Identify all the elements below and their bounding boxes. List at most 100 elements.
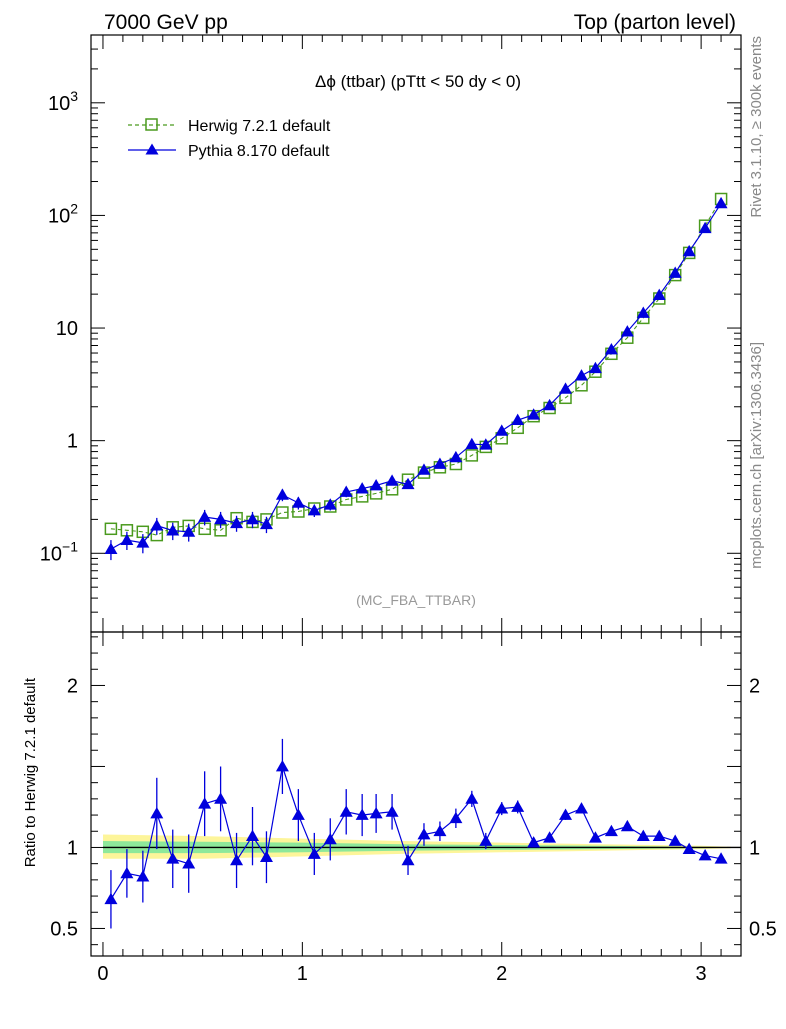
header-right: Top (parton level): [574, 11, 736, 34]
ratio-point: [166, 852, 180, 864]
ratio-pythia-line: [110, 766, 722, 900]
pythia-point: [214, 512, 228, 525]
pythia-point: [604, 342, 618, 355]
herwig-point: [575, 379, 588, 392]
ratio-point: [182, 857, 196, 869]
side-label-bottom: mcplots.cern.ch [arXiv:1306.3436]: [748, 342, 765, 569]
pythia-point: [230, 516, 244, 529]
legend-pythia-label: Pythia 8.170 default: [188, 143, 330, 160]
pythia-point: [417, 463, 431, 475]
ratio-x-tick-label: 0: [97, 963, 108, 985]
ratio-point: [355, 808, 369, 820]
ratio-y-tick-label-right: 0.5: [749, 918, 777, 940]
ratio-ylabel: Ratio to Herwig 7.2.1 default: [22, 677, 39, 867]
legend-pythia-marker: [145, 143, 159, 155]
ratio-point: [682, 842, 696, 854]
pythia-point: [511, 413, 525, 426]
ratio-point: [120, 866, 134, 879]
ratio-point: [259, 850, 273, 863]
ratio-x-tick-label: 1: [297, 963, 308, 985]
ratio-point: [511, 800, 525, 812]
herwig-point: [465, 449, 479, 462]
ratio-x-tick-label: 3: [696, 963, 707, 985]
pythia-point: [104, 542, 118, 554]
pythia-point: [433, 457, 447, 469]
pythia-point: [449, 450, 463, 463]
main-y-tick-label: 102: [48, 200, 78, 227]
ratio-plot-frame: [90, 631, 742, 957]
pythia-series-line: [110, 202, 722, 550]
main-y-tick-label: 10−1: [40, 538, 78, 565]
pythia-point: [559, 382, 573, 394]
pythia-point: [495, 424, 509, 436]
ratio-point: [150, 806, 164, 819]
legend: Herwig 7.2.1 default Pythia 8.170 defaul…: [128, 118, 331, 160]
pythia-point: [369, 478, 383, 491]
pythia-point: [150, 519, 164, 531]
pythia-point: [198, 510, 212, 522]
pythia-point: [543, 398, 557, 411]
ratio-point: [369, 806, 383, 819]
pythia-point: [182, 525, 196, 537]
ratio-point: [291, 808, 305, 820]
ratio-point: [230, 853, 244, 866]
pythia-point: [636, 306, 650, 318]
pythia-point: [401, 477, 415, 490]
main-plot-title: Δϕ (ttbar) (pTtt < 50 dy < 0): [315, 72, 521, 91]
main-y-tick-label: 10: [56, 318, 78, 340]
pythia-point: [323, 498, 337, 510]
ratio-point: [636, 829, 650, 841]
ratio-point: [339, 805, 353, 817]
legend-herwig-label: Herwig 7.2.1 default: [188, 118, 331, 135]
pythia-point: [668, 266, 682, 278]
ratio-point: [417, 828, 431, 840]
ratio-point: [214, 792, 228, 804]
pythia-point: [479, 438, 493, 450]
ratio-point: [104, 892, 118, 905]
herwig-series-line: [110, 198, 722, 536]
ratio-point: [543, 831, 557, 843]
main-y-tick-label: 1: [67, 431, 78, 453]
ratio-point: [449, 811, 463, 824]
pythia-point: [652, 288, 666, 301]
ratio-y-tick-label-right: 1: [749, 837, 760, 859]
pythia-point: [259, 517, 273, 530]
pythia-point: [682, 244, 696, 257]
pythia-point: [136, 536, 150, 548]
ratio-x-tick-label: 2: [496, 963, 507, 985]
legend-entry-pythia: Pythia 8.170 default: [128, 143, 330, 160]
pythia-point: [291, 496, 305, 508]
ratio-point: [588, 831, 602, 843]
pythia-point: [339, 485, 353, 497]
ratio-point: [465, 792, 479, 804]
pythia-point: [120, 533, 134, 545]
pythia-point: [275, 488, 289, 500]
ratio-point: [433, 824, 447, 837]
ratio-point: [401, 853, 415, 866]
ratio-point: [527, 836, 541, 848]
pythia-point: [246, 512, 260, 525]
pythia-point: [166, 524, 180, 536]
ratio-point: [559, 808, 573, 820]
ratio-point: [652, 829, 666, 841]
ratio-y-tick-label: 1: [67, 837, 78, 859]
ratio-point: [479, 834, 493, 846]
ratio-point: [136, 870, 150, 882]
ratio-point: [698, 849, 712, 861]
pythia-point: [465, 437, 479, 450]
pythia-point: [307, 503, 321, 516]
header-left: 7000 GeV pp: [104, 11, 228, 34]
pythia-point: [574, 369, 588, 381]
ratio-point: [668, 834, 682, 846]
main-plot-watermark: (MC_FBA_TTBAR): [356, 592, 476, 608]
ratio-plot-panel: 0.5 0.5 1 1 2 2 0 1 2 3 Ratio to Herwig 7.2.1 def…: [22, 631, 777, 985]
ratio-point: [495, 802, 509, 814]
ratio-y-tick-label: 0.5: [50, 918, 78, 940]
ratio-point: [574, 802, 588, 814]
ratio-point: [385, 805, 399, 817]
pythia-point: [714, 196, 728, 209]
ratio-point: [246, 829, 260, 841]
ratio-y-tick-label-right: 2: [749, 675, 760, 697]
pythia-point: [698, 221, 712, 234]
